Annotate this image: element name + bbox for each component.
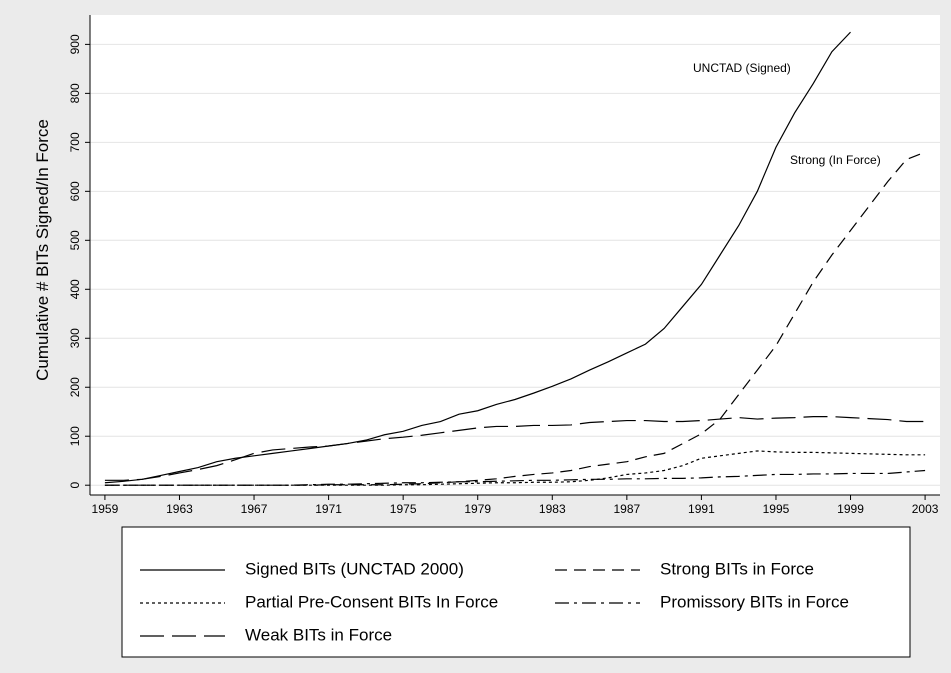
series-line [104, 450, 926, 486]
x-tick-label: 1987 [613, 502, 640, 516]
y-tick-label: 600 [68, 181, 82, 201]
legend-items: Signed BITs (UNCTAD 2000) Strong BITs in … [140, 559, 849, 644]
legend [121, 526, 911, 658]
x-tick-label: 1983 [539, 502, 566, 516]
y-tick-label: 700 [68, 132, 82, 152]
y-tick-label: 400 [68, 279, 82, 299]
legend-label: Signed BITs (UNCTAD 2000) [245, 559, 464, 578]
x-tick-label: 1999 [837, 502, 864, 516]
legend-label: Strong BITs in Force [660, 559, 814, 578]
annotation: Strong (In Force) [790, 153, 881, 167]
ticks: 0 100 200 300 400 500 600 700 800 900 1959 1963 1967… [68, 34, 939, 516]
y-tick-label: 200 [68, 377, 82, 397]
y-tick-label: 900 [68, 34, 82, 54]
x-tick-label: 1975 [390, 502, 417, 516]
series-line [104, 31, 851, 484]
legend-label: Weak BITs in Force [245, 625, 392, 644]
series-line [104, 469, 926, 486]
series-line [104, 416, 926, 481]
x-tick-label: 2003 [912, 502, 939, 516]
x-tick-label: 1967 [241, 502, 268, 516]
x-tick-label: 1963 [166, 502, 193, 516]
y-tick-label: 0 [68, 482, 82, 489]
annotation: UNCTAD (Signed) [693, 61, 791, 75]
x-tick-label: 1995 [763, 502, 790, 516]
y-axis-label: Cumulative # BITs Signed/In Force [33, 119, 52, 381]
lines [104, 31, 926, 486]
x-tick-label: 1971 [315, 502, 342, 516]
y-tick-label: 800 [68, 83, 82, 103]
legend-label: Promissory BITs in Force [660, 592, 849, 611]
y-tick-label: 100 [68, 426, 82, 446]
grid [90, 43, 940, 486]
y-tick-label: 300 [68, 328, 82, 348]
y-tick-label: 500 [68, 230, 82, 250]
x-tick-label: 1959 [92, 502, 119, 516]
x-tick-label: 1991 [688, 502, 715, 516]
plot-area [90, 15, 940, 495]
legend-label: Partial Pre-Consent BITs In Force [245, 592, 498, 611]
x-tick-label: 1979 [464, 502, 491, 516]
